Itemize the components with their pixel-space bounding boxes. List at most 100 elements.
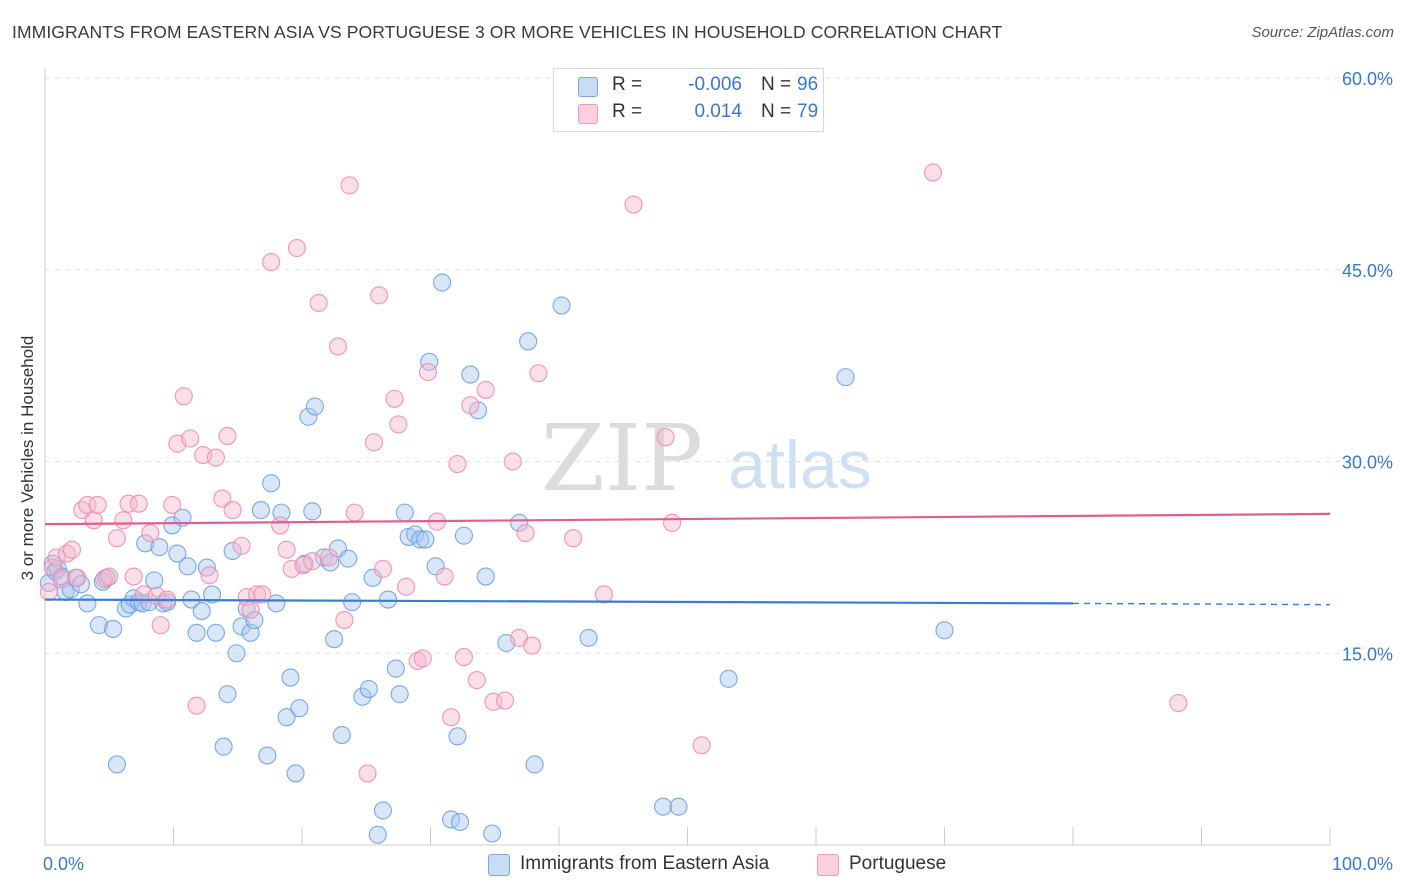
- data-point: [461, 365, 480, 384]
- data-point: [303, 502, 322, 521]
- zipatlas-watermark: ZIP atlas: [541, 405, 872, 512]
- data-point: [389, 415, 408, 434]
- chart-title: IMMIGRANTS FROM EASTERN ASIA VS PORTUGUE…: [12, 22, 1003, 42]
- data-point: [271, 516, 290, 535]
- data-point: [206, 448, 225, 467]
- data-point: [364, 433, 384, 452]
- data-point: [124, 567, 143, 586]
- data-point: [214, 737, 233, 756]
- data-point: [145, 571, 164, 590]
- data-point: [277, 708, 296, 727]
- legend-swatch-portuguese: [578, 104, 598, 124]
- data-point: [454, 648, 473, 667]
- data-point: [656, 428, 675, 447]
- data-point: [290, 699, 309, 718]
- y-tick-label: 45.0%: [1342, 261, 1393, 281]
- data-point: [373, 801, 393, 820]
- y-axis-label: 3 or more Vehicles in Household: [18, 335, 37, 581]
- data-point: [368, 825, 387, 844]
- data-point: [287, 238, 306, 258]
- data-point: [413, 649, 432, 668]
- data-point: [408, 651, 427, 670]
- data-point: [525, 755, 544, 774]
- bottom-legend-swatch-portuguese: [817, 854, 839, 876]
- data-point: [669, 797, 688, 816]
- data-point: [476, 567, 495, 586]
- data-point: [100, 567, 119, 586]
- legend-r-label: R =: [612, 74, 643, 95]
- data-point: [192, 602, 211, 621]
- axes: [44, 68, 1331, 846]
- series-portuguese-points: [39, 163, 1188, 783]
- bottom-legend-swatch-eastern-asia: [488, 854, 510, 876]
- data-point: [294, 555, 313, 575]
- gridlines: [45, 77, 1395, 654]
- data-point: [448, 455, 467, 474]
- data-point: [282, 559, 301, 578]
- data-point: [129, 494, 148, 513]
- data-point: [353, 687, 372, 706]
- data-point: [397, 577, 416, 596]
- data-point: [363, 568, 382, 587]
- data-point: [358, 764, 377, 783]
- watermark-atlas: atlas: [728, 427, 872, 503]
- data-point: [448, 727, 467, 746]
- data-point: [343, 593, 362, 612]
- data-point: [483, 824, 502, 843]
- data-point: [418, 362, 437, 382]
- data-point: [433, 273, 452, 292]
- data-point: [552, 296, 571, 315]
- trend-line-extension: [1072, 602, 1331, 606]
- data-point: [107, 529, 127, 548]
- data-point: [836, 368, 855, 387]
- data-point: [935, 621, 954, 640]
- data-point: [78, 495, 97, 515]
- data-point: [579, 628, 598, 647]
- data-point: [262, 474, 281, 493]
- data-point: [476, 380, 495, 399]
- data-point: [467, 671, 486, 690]
- bottom-legend-label: Portuguese: [849, 853, 947, 874]
- legend-n-label: N =: [761, 74, 792, 95]
- data-point: [340, 176, 359, 195]
- data-point: [203, 585, 222, 604]
- legend-r-label: R =: [612, 101, 643, 122]
- data-point: [47, 548, 66, 567]
- data-point: [719, 669, 738, 688]
- data-point: [395, 503, 414, 522]
- data-point: [232, 536, 251, 555]
- data-point: [451, 812, 470, 832]
- data-point: [299, 407, 318, 426]
- data-point: [385, 389, 404, 408]
- data-point: [339, 549, 358, 568]
- data-point: [328, 337, 348, 356]
- data-point: [213, 489, 232, 508]
- data-point: [370, 286, 389, 305]
- data-point: [345, 503, 364, 522]
- data-point: [107, 755, 127, 774]
- data-point: [325, 630, 344, 649]
- x-tick-labels: 0.0% 100.0%: [43, 854, 1393, 874]
- data-point: [594, 585, 614, 604]
- data-point: [89, 616, 109, 635]
- legend-r-value: 0.014: [694, 101, 742, 122]
- data-point: [406, 525, 425, 544]
- data-point: [52, 570, 71, 589]
- data-point: [78, 594, 97, 613]
- data-point: [174, 387, 193, 406]
- legend-n-label: N =: [761, 101, 792, 122]
- data-point: [104, 619, 123, 639]
- y-tick-label: 60.0%: [1342, 69, 1393, 89]
- data-point: [454, 526, 473, 545]
- data-point: [435, 567, 454, 586]
- y-tick-label: 15.0%: [1342, 644, 1393, 664]
- trend-line: [44, 598, 1074, 605]
- data-point: [227, 644, 246, 663]
- y-tick-labels: 15.0% 30.0% 45.0% 60.0%: [1342, 69, 1393, 664]
- data-point: [181, 429, 200, 448]
- data-point: [379, 590, 398, 609]
- data-point: [286, 764, 305, 783]
- data-point: [114, 511, 133, 530]
- data-point: [484, 692, 503, 711]
- data-point: [151, 616, 170, 635]
